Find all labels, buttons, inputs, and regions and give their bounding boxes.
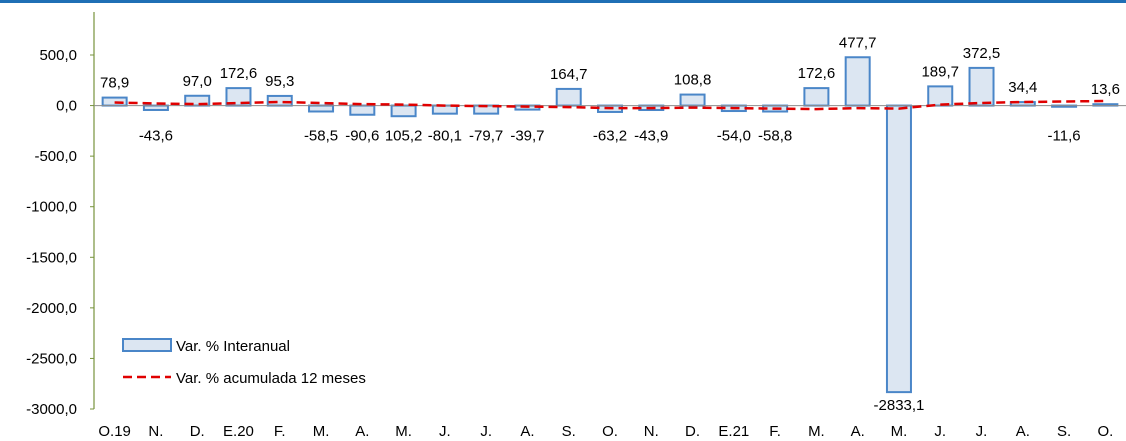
x-tick-label: E.20 [223, 423, 254, 440]
x-tick-label: D. [190, 423, 205, 440]
bar [266, 94, 293, 107]
top-rule [0, 0, 1126, 3]
data-label: 172,6 [798, 65, 836, 82]
data-label: -43,9 [634, 128, 668, 145]
x-tick-label: M. [808, 423, 825, 440]
legend-line-label: Var. % acumulada 12 meses [176, 370, 366, 387]
data-label: 78,9 [100, 75, 129, 92]
data-label: 97,0 [183, 73, 212, 90]
data-label: 34,4 [1008, 79, 1037, 96]
y-tick-label: -1500,0 [26, 249, 77, 266]
x-tick-label: J. [976, 423, 988, 440]
data-label: 372,5 [963, 45, 1001, 62]
bar [885, 104, 912, 394]
x-tick-label: J. [480, 423, 492, 440]
bar [927, 85, 954, 107]
accumulated-line-path [114, 99, 1106, 111]
x-tick-label: N. [644, 423, 659, 440]
y-tick-label: -2000,0 [26, 300, 77, 317]
y-axis: 500,0 0,0 -500,0 -1000,0 -1500,0 -2000,0 -2500… [26, 12, 95, 418]
legend: Var. % Interanual Var. % acumulada 12 me… [122, 338, 366, 387]
x-tick-label: D. [685, 423, 700, 440]
data-label: -63,2 [593, 128, 627, 145]
x-tick-label: M. [891, 423, 908, 440]
bar [308, 104, 335, 113]
y-tick-label: -3000,0 [26, 401, 77, 418]
bar [968, 66, 995, 107]
data-label: 95,3 [265, 73, 294, 90]
y-tick-label: -1000,0 [26, 199, 77, 216]
x-tick-label: E.21 [718, 423, 749, 440]
y-tick-label: -500,0 [34, 148, 77, 165]
accumulated-line [114, 99, 1106, 111]
bar [803, 87, 830, 107]
x-tick-label: S. [1057, 423, 1071, 440]
data-label: -58,8 [758, 128, 792, 145]
data-label: -39,7 [510, 128, 544, 145]
data-label: 13,6 [1091, 81, 1120, 98]
data-label: 105,2 [385, 128, 423, 145]
x-axis-labels: O.19 N. D. E.20 F. M. A. M. J. J. A. S. O. N. D. E.21 F.… [98, 423, 1113, 440]
data-label: 108,8 [674, 72, 712, 89]
x-tick-label: S. [562, 423, 576, 440]
bar [349, 104, 376, 116]
x-tick-label: N. [148, 423, 163, 440]
data-label: 477,7 [839, 34, 877, 51]
y-tick-label: 500,0 [39, 47, 77, 64]
data-label: 172,6 [220, 65, 258, 82]
bar [679, 93, 706, 107]
x-tick-label: O. [1097, 423, 1113, 440]
data-label: -79,7 [469, 128, 503, 145]
data-labels: 78,9 -43,6 97,0 172,6 95,3 -58,5 -90,6 105,2 -80… [100, 34, 1120, 414]
x-tick-label: J. [934, 423, 946, 440]
data-label: -43,6 [139, 128, 173, 145]
legend-bar-label: Var. % Interanual [176, 338, 290, 355]
bar [142, 104, 169, 111]
x-tick-label: M. [395, 423, 412, 440]
x-tick-label: M. [313, 423, 330, 440]
bar [844, 56, 871, 107]
data-label: -90,6 [345, 128, 379, 145]
x-tick-label: A. [355, 423, 369, 440]
legend-bar-swatch [122, 338, 172, 352]
data-label: -58,5 [304, 128, 338, 145]
x-tick-label: J. [439, 423, 451, 440]
x-tick-label: A. [520, 423, 534, 440]
bar [555, 87, 582, 107]
data-label: -80,1 [428, 128, 462, 145]
data-label: -54,0 [717, 128, 751, 145]
x-tick-label: O. [602, 423, 618, 440]
x-tick-label: A. [851, 423, 865, 440]
y-tick-label: 0,0 [56, 98, 77, 115]
data-label: -11,6 [1048, 128, 1081, 145]
x-tick-label: A. [1016, 423, 1030, 440]
x-tick-label: F. [274, 423, 286, 440]
x-tick-label: F. [769, 423, 781, 440]
data-label: -2833,1 [874, 397, 925, 414]
x-tick-label: O.19 [98, 423, 131, 440]
data-label: 189,7 [921, 63, 959, 80]
bar [390, 104, 417, 118]
data-label: 164,7 [550, 66, 588, 83]
y-tick-label: -2500,0 [26, 350, 77, 367]
